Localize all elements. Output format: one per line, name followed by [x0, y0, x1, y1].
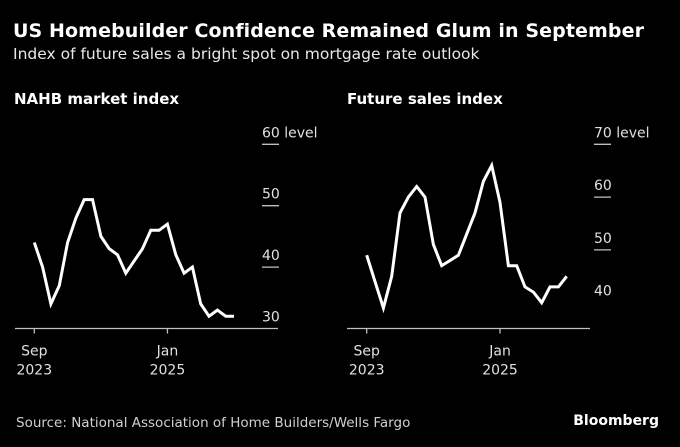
future-sales-data-point [482, 180, 485, 183]
future-sales-data-point [557, 285, 560, 288]
future-sales-x-tick-label-month: Sep [354, 344, 381, 360]
future-sales-data-point [390, 275, 393, 278]
chart-subtitle: Index of future sales a bright spot on m… [13, 45, 480, 63]
future-sales-data-point [382, 306, 385, 309]
bloomberg-logo: Bloomberg [573, 413, 659, 429]
market-index-data-point [33, 241, 36, 244]
future-sales-data-point [465, 233, 468, 236]
market-index-data-point [174, 253, 177, 256]
market-index-data-point [83, 198, 86, 201]
future-sales-data-point [424, 196, 427, 199]
market-index-y-tick-label: 60 level [262, 125, 318, 141]
source-note: Source: National Association of Home Bui… [16, 415, 411, 431]
future-sales-x-tick-label-month: Jan [488, 344, 511, 360]
future-sales-series-line [365, 161, 568, 314]
market-index-data-point [158, 229, 161, 232]
market-index-series-line [32, 198, 234, 319]
market-index-data-point [133, 259, 136, 262]
future-sales-data-point [407, 196, 410, 199]
future-sales-x-tick-label-year: 2025 [482, 363, 518, 379]
market-index-data-point [66, 241, 69, 244]
future-sales-data-point [532, 291, 535, 294]
market-index-data-point [41, 266, 44, 269]
market-index-data-point [183, 272, 186, 275]
market-index-x-tick-label-month: Jan [156, 344, 179, 360]
future-sales-data-point [374, 280, 377, 283]
future-sales-data-point [440, 264, 443, 267]
future-sales-data-point [524, 285, 527, 288]
market-index-data-point [199, 302, 202, 305]
market-index-data-point [74, 216, 77, 219]
future-sales-data-point [457, 254, 460, 257]
panel-title-market-index: NAHB market index [14, 90, 180, 108]
market-index-data-point [99, 235, 102, 238]
market-index-y-tick-label: 50 [262, 187, 280, 203]
market-index-data-point [233, 315, 236, 318]
future-sales-x-tick-label-year: 2023 [349, 363, 385, 379]
future-sales-data-point [507, 264, 510, 267]
future-sales-data-point [565, 275, 568, 278]
future-sales-data-point [432, 243, 435, 246]
market-index-data-point [124, 272, 127, 275]
panel-title-future-sales: Future sales index [347, 90, 503, 108]
future-sales-data-point [499, 201, 502, 204]
future-sales-data-point [365, 254, 368, 257]
future-sales-data-point [415, 185, 418, 188]
market-index-data-point [191, 266, 194, 269]
market-index-data-point [149, 229, 152, 232]
future-sales-y-tick-label: 60 [594, 178, 612, 194]
future-sales-data-point [549, 285, 552, 288]
market-index-data-point [49, 302, 52, 305]
future-sales-y-tick-label: 40 [594, 284, 612, 300]
future-sales-data-point [515, 264, 518, 267]
market-index-y-tick-label: 40 [262, 248, 280, 264]
market-index-x-tick-label-month: Sep [21, 344, 48, 360]
market-index-data-point [91, 198, 94, 201]
future-sales-data-point [449, 259, 452, 262]
market-index-data-point [216, 309, 219, 312]
market-index-data-point [108, 247, 111, 250]
market-index-data-point [116, 253, 119, 256]
market-index-y-tick-label: 30 [262, 310, 280, 326]
future-sales-data-point [490, 164, 493, 167]
future-sales-data-point [540, 301, 543, 304]
chart-title: US Homebuilder Confidence Remained Glum … [13, 20, 645, 42]
market-index-x-tick-label-year: 2023 [16, 363, 52, 379]
market-index-data-point [166, 223, 169, 226]
market-index-data-point [224, 315, 227, 318]
future-sales-y-tick-label: 50 [594, 231, 612, 247]
market-index-x-tick-label-year: 2025 [150, 363, 186, 379]
future-sales-y-tick-label: 70 level [594, 125, 650, 141]
future-sales-data-point [399, 211, 402, 214]
market-index-data-point [208, 315, 211, 318]
market-index-data-point [58, 284, 61, 287]
market-index-data-point [141, 247, 144, 250]
future-sales-data-point [474, 211, 477, 214]
